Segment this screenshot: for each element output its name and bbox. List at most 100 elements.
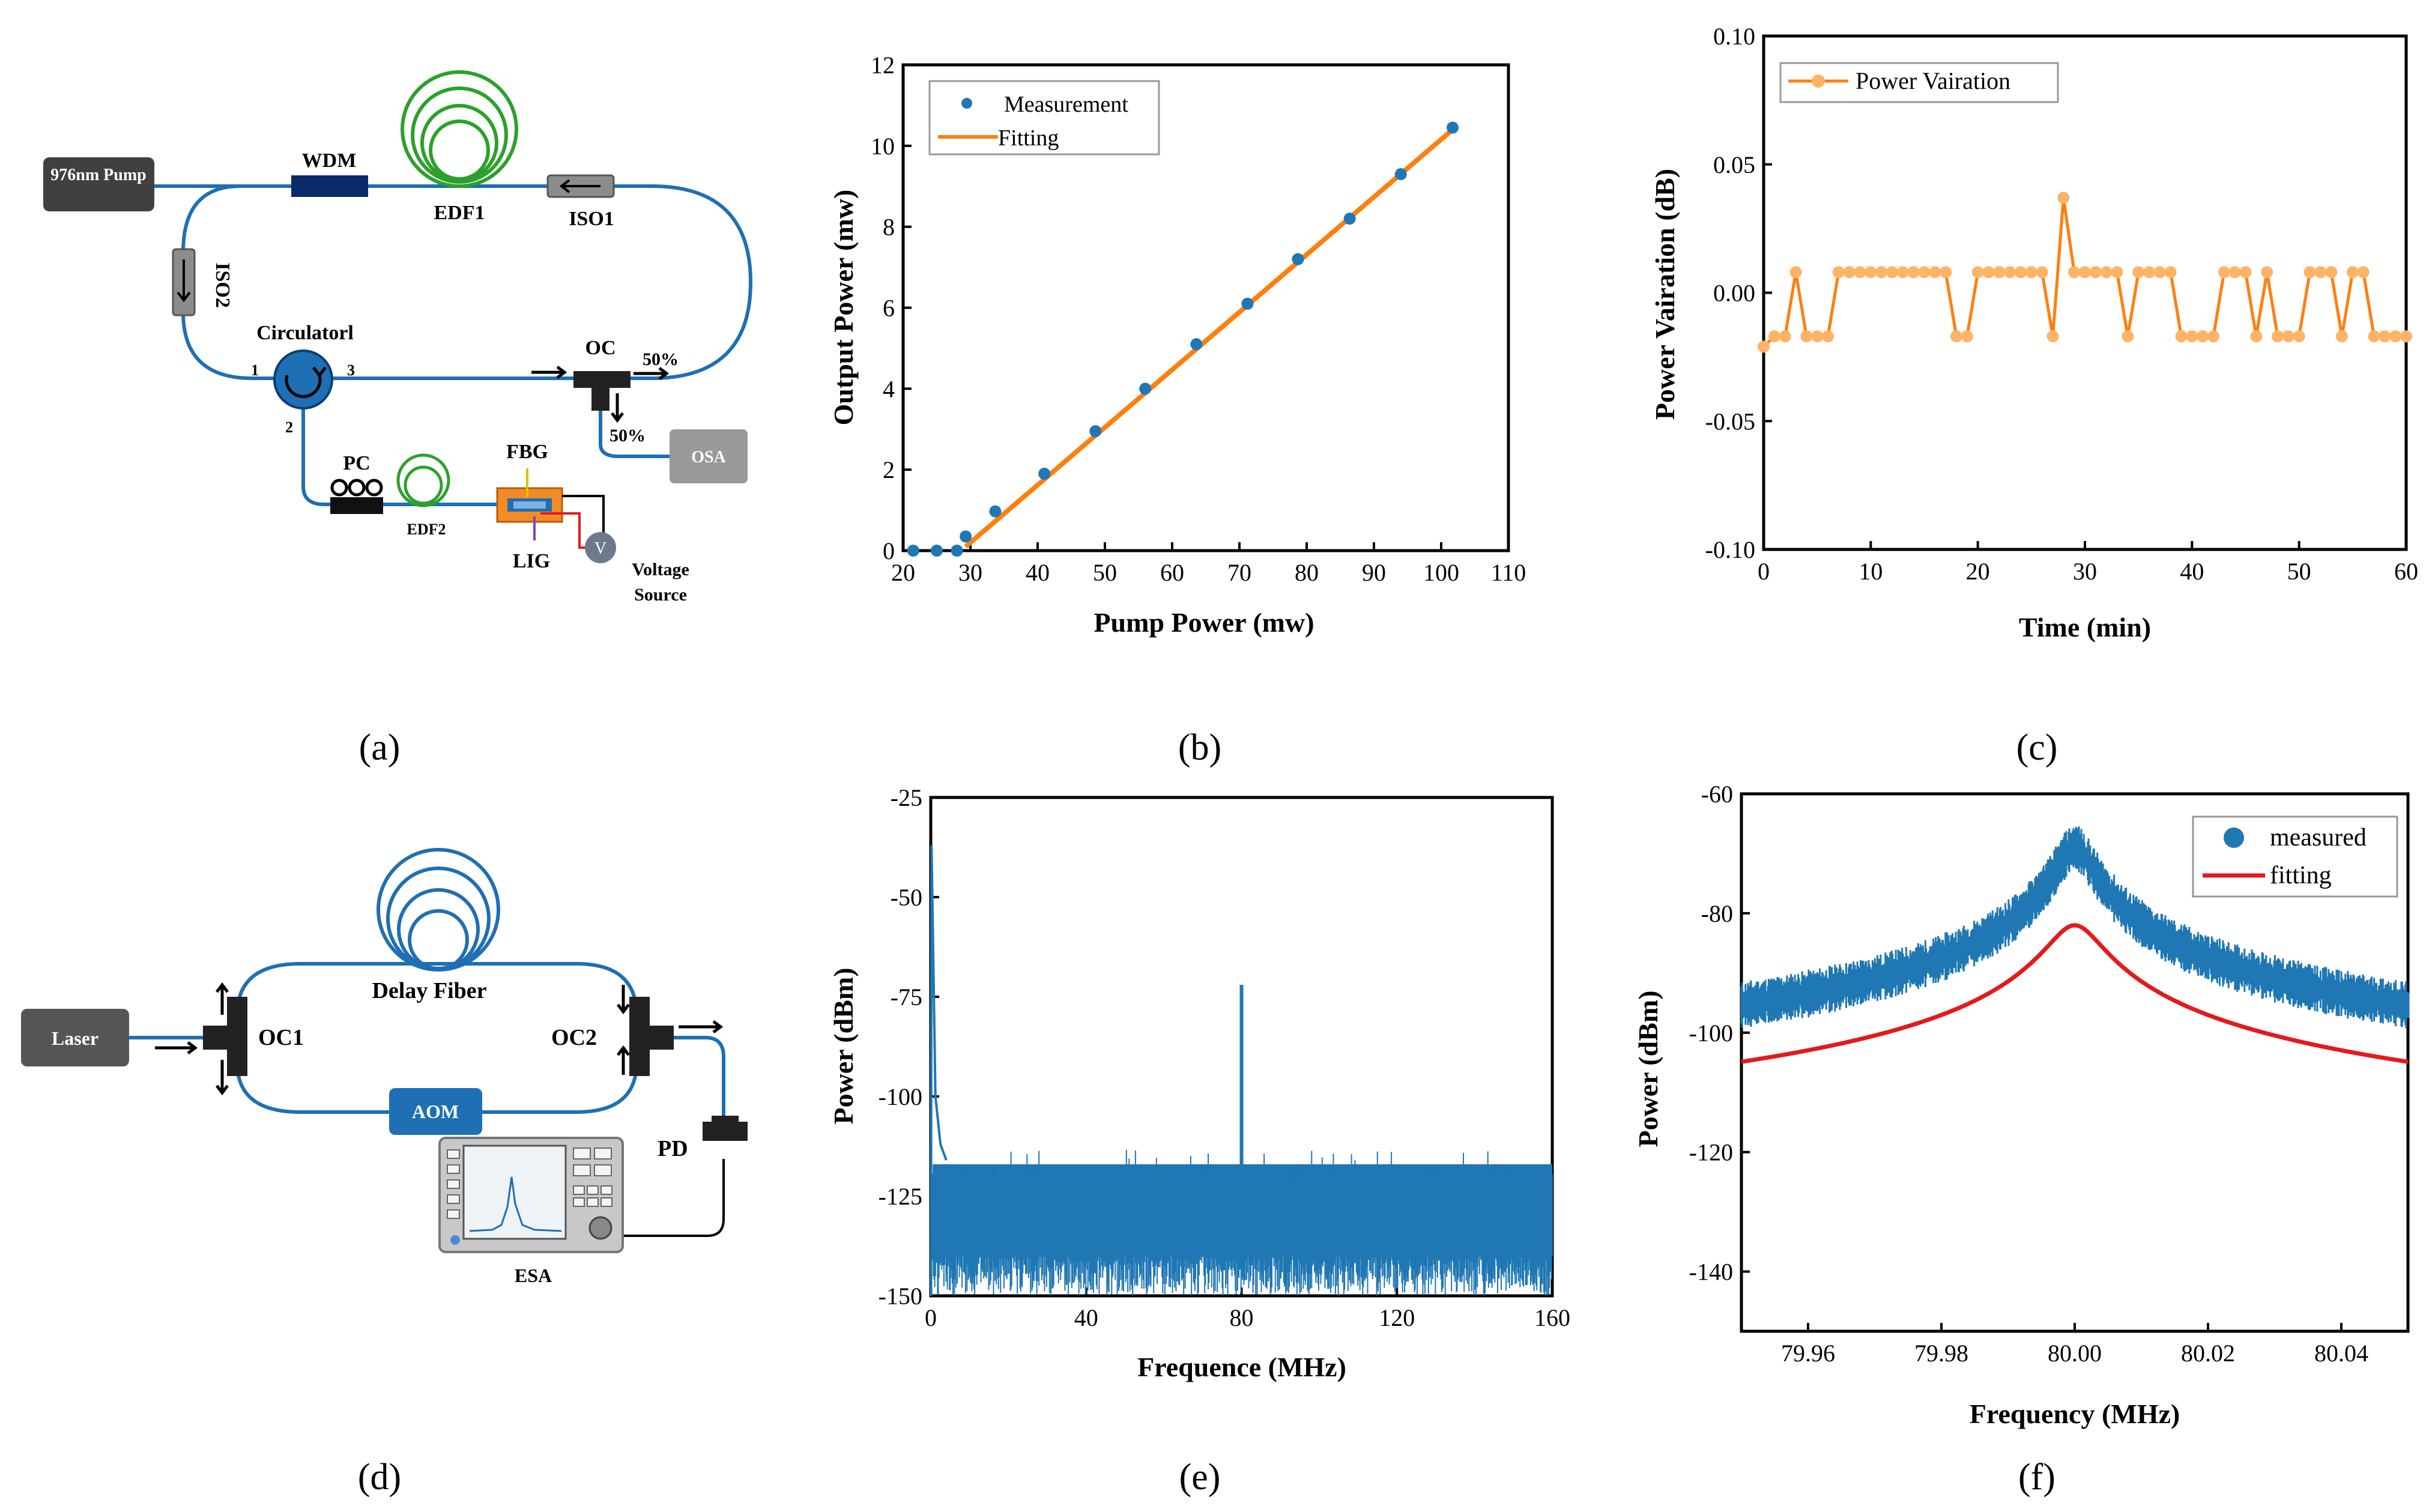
chart-c-point <box>1854 266 1866 279</box>
chart-f: 79.96 79.98 80.00 80.02 80.04 -60 -80 -100 -120 -… <box>1633 781 2410 1498</box>
chart-c-point <box>1865 266 1877 279</box>
chart-b-ylabel: Output Power (mw) <box>828 190 859 426</box>
fbg-grating <box>513 501 546 509</box>
chart-b-legend <box>928 80 1160 156</box>
chart-c-ytick-label: -0.05 <box>1705 408 1755 435</box>
voltage-wire-black <box>562 495 605 540</box>
chart-e: 0 40 80 120 160 -25 -50 -75 -100 -125 -150 Frequen… <box>828 784 1570 1498</box>
chart-f-ytick-label: -140 <box>1689 1259 1733 1286</box>
chart-c-point <box>2239 266 2252 279</box>
chart-c-point <box>2025 266 2037 279</box>
panel-label-e: (e) <box>1179 1457 1221 1498</box>
chart-e-noise <box>932 1149 1553 1296</box>
chart-e-xtick-label: 80 <box>1230 1304 1254 1331</box>
chart-b-xtick-label: 50 <box>1093 559 1117 586</box>
chart-f-xtick-label: 79.98 <box>1914 1340 1968 1367</box>
chart-b-point <box>907 545 919 557</box>
panel-label-a: (a) <box>359 727 401 768</box>
source-label: Source <box>634 585 687 605</box>
chart-b-xtick-label: 110 <box>1491 559 1526 586</box>
chart-c-point <box>2111 266 2123 279</box>
chart-c-point <box>2272 330 2284 343</box>
chart-c-point <box>2389 330 2402 343</box>
lig-label: LIG <box>513 550 550 572</box>
delay-loop-top <box>235 962 638 1015</box>
chart-e-spectrum <box>930 845 1553 1296</box>
chart-c-point <box>2122 330 2134 343</box>
chart-b-point <box>1241 297 1254 310</box>
chart-c-xtick-label: 10 <box>1859 558 1883 585</box>
chart-b-point <box>1139 383 1152 395</box>
chart-b-point <box>1447 121 1459 134</box>
circulator <box>273 349 333 410</box>
chart-c-point <box>2036 266 2048 279</box>
chart-c-ytick-label: 0.05 <box>1713 151 1755 178</box>
port3-label: 3 <box>347 361 355 379</box>
chart-f-xlabel: Frequency (MHz) <box>1970 1399 2180 1429</box>
iso2-arrow <box>177 259 191 303</box>
chart-c-point <box>1929 266 1941 279</box>
chart-c-point <box>2250 330 2263 343</box>
esa-screen <box>462 1145 567 1240</box>
chart-f-fitting <box>1741 923 2409 1064</box>
chart-b: 20 30 40 50 60 70 80 90 100 110 0 2 4 6 8 10 12 Pump Pow… <box>828 52 1526 768</box>
esa-trace <box>469 1176 562 1232</box>
esa-power-led <box>450 1235 460 1245</box>
oc1-in-arrow <box>155 1041 198 1054</box>
chart-c-point <box>1758 340 1770 353</box>
pd-cable <box>591 1159 725 1237</box>
panel-label-b: (b) <box>1178 727 1221 768</box>
chart-c-point <box>2400 330 2412 343</box>
chart-c-point <box>2261 266 2273 279</box>
chart-b-xlabel: Pump Power (mw) <box>1093 607 1314 638</box>
chart-c-point <box>2100 266 2113 279</box>
pd-label: PD <box>658 1136 688 1161</box>
chart-c-point <box>2336 330 2348 343</box>
chart-c-point <box>2164 266 2177 279</box>
chart-f-ytick-label: -100 <box>1689 1020 1733 1047</box>
wdm-label: WDM <box>302 150 357 172</box>
chart-f-measured-trace <box>1740 826 2410 1029</box>
chart-c-legend-label: Power Vairation <box>1856 67 2010 94</box>
chart-c-point <box>2325 266 2338 279</box>
oc-down-arrow <box>611 393 624 423</box>
voltage-wire-red <box>540 512 587 549</box>
chart-c-point <box>1779 330 1791 343</box>
chart-c-xtick-label: 50 <box>2287 558 2311 585</box>
chart-b-point <box>1038 467 1051 480</box>
chart-b-ytick-label: 10 <box>871 133 895 160</box>
chart-f-fit-curve <box>1741 923 2409 1064</box>
chart-c-point <box>2089 266 2102 279</box>
chart-f-legend-fitting: fitting <box>2270 862 2332 889</box>
chart-f-xtick-label: 80.02 <box>2181 1340 2235 1367</box>
pc-paddles <box>330 479 383 497</box>
chart-e-xtick-label: 120 <box>1379 1304 1415 1331</box>
chart-c-point <box>1896 266 1909 279</box>
chart-c-ylabel: Power Vairation (dB) <box>1650 169 1680 420</box>
iso1-arrow <box>559 179 600 193</box>
chart-b-xtick-label: 60 <box>1160 559 1184 586</box>
chart-c-point <box>1800 330 1813 343</box>
chart-b-legend-marker-measurement <box>961 98 972 109</box>
chart-b-xtick-label: 20 <box>891 559 915 586</box>
port2-label: 2 <box>285 419 293 436</box>
esa-label: ESA <box>515 1265 552 1286</box>
chart-e-dc-peak <box>930 845 948 1296</box>
chart-c-point <box>1907 266 1920 279</box>
oc2-coupler <box>650 1026 674 1050</box>
chart-e-ytick-label: -25 <box>891 784 922 811</box>
chart-c-point <box>2346 266 2359 279</box>
diagram-d: Delay Fiber Laser OC1 OC2 AOM PD <box>21 848 748 1286</box>
iso1-label: ISO1 <box>569 208 614 230</box>
oc-coupler-stem <box>591 388 610 411</box>
aom-box <box>389 1088 482 1135</box>
chart-c-point <box>2186 330 2198 343</box>
chart-b-xtick-label: 30 <box>958 559 982 586</box>
chart-c-point <box>1875 266 1888 279</box>
chart-e-xtick-label: 0 <box>925 1304 937 1331</box>
chart-c-point <box>2293 330 2305 343</box>
chart-c-ytick-label: 0.10 <box>1713 23 1755 50</box>
voltage-label: Voltage <box>632 560 689 579</box>
oc1-coupler-bar <box>227 997 247 1076</box>
chart-b-ytick-label: 12 <box>871 52 895 79</box>
